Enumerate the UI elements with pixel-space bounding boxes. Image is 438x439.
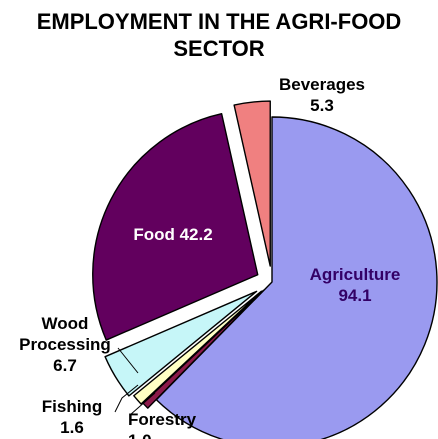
slice-label-agriculture: Agriculture 94.1 — [310, 265, 401, 305]
slice-label-line: 1.0 — [128, 431, 152, 439]
pie-slice-fishing — [133, 290, 263, 405]
pie-slice-wood-processing — [104, 290, 258, 397]
pie-slice-food — [92, 113, 259, 341]
slice-label-line: Beverages — [279, 75, 365, 94]
slice-labels: Agriculture 94.1 Forestry 1.0 Fishing 1.6 Wood… — [19, 75, 400, 439]
slice-label-line: Fishing — [42, 397, 102, 416]
slice-label-line: 1.6 — [60, 418, 84, 437]
slice-label-forestry: Forestry 1.0 — [128, 410, 197, 439]
slice-label-line: Wood — [42, 314, 89, 333]
slice-label-fishing: Fishing 1.6 — [42, 397, 102, 437]
leader-lines — [114, 347, 156, 416]
chart-title-line-2: SECTOR — [173, 36, 265, 61]
leader-line-fishing — [114, 384, 139, 413]
pie-slices — [92, 100, 438, 439]
chart-title: EMPLOYMENT IN THE AGRI-FOOD SECTOR — [0, 8, 438, 62]
slice-label-line: 6.7 — [53, 356, 77, 375]
slice-label-beverages: Beverages 5.3 — [279, 75, 365, 115]
slice-label-line: 5.3 — [310, 96, 334, 115]
pie-slice-agriculture — [155, 116, 438, 439]
slice-label-wood-processing: Wood Processing 6.7 — [19, 314, 111, 375]
chart-title-line-1: EMPLOYMENT IN THE AGRI-FOOD — [36, 9, 402, 34]
slice-label-line: Agriculture — [310, 265, 401, 284]
slice-label-food: Food 42.2 — [133, 225, 212, 244]
slice-label-line: Forestry — [128, 410, 197, 429]
leader-line-wood-processing — [117, 347, 139, 374]
slice-label-line: 94.1 — [338, 286, 371, 305]
leader-line-forestry — [129, 392, 156, 416]
pie-slice-beverages — [233, 100, 271, 267]
slice-label-line: Processing — [19, 335, 111, 354]
slice-label-line: Food 42.2 — [133, 225, 212, 244]
